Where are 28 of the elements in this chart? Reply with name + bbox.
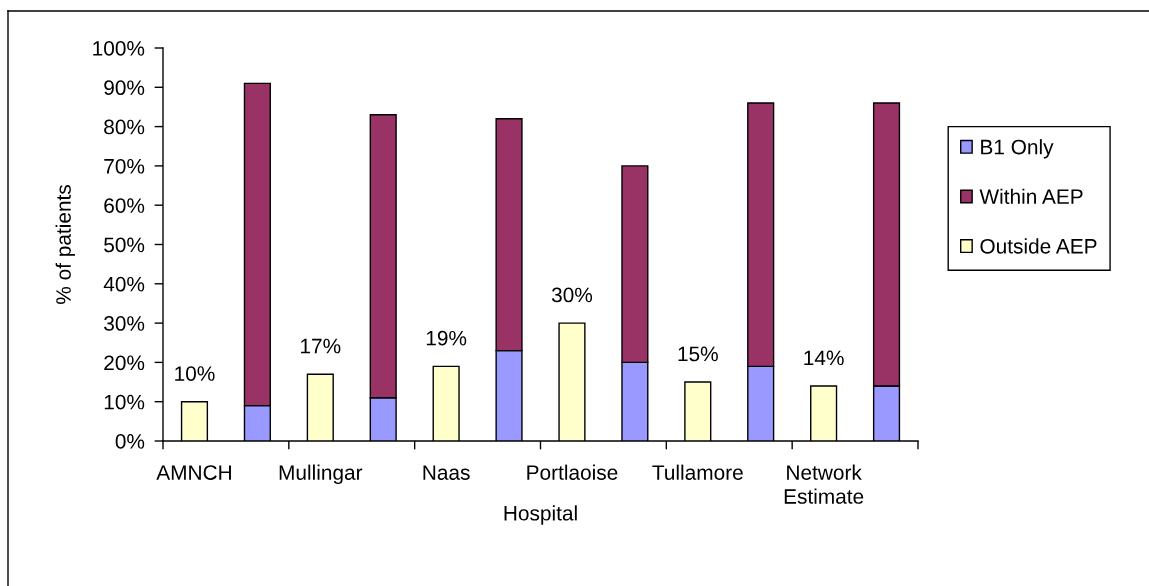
y-tick-label: 10%	[104, 394, 145, 410]
y-tick-label: 0%	[115, 434, 145, 449]
y-tick-label: 80%	[104, 119, 145, 135]
y-tick-label: 70%	[104, 158, 145, 174]
x-tick-label: Tullamore	[652, 464, 743, 480]
data-label: 15%	[678, 346, 718, 362]
data-label: 30%	[551, 287, 593, 303]
y-axis-title: % of patients	[55, 185, 75, 304]
y-tick-label: 50%	[104, 237, 145, 253]
data-label: 17%	[301, 338, 341, 354]
legend-label: Within AEP	[979, 188, 1083, 204]
y-tick-label: 90%	[104, 80, 145, 96]
data-label: 14%	[804, 350, 844, 366]
legend-label: Outside AEP	[980, 238, 1097, 254]
data-label: 10%	[175, 366, 215, 381]
x-tick-label: Mullingar	[279, 464, 363, 485]
x-tick-label: Naas	[423, 465, 470, 480]
x-axis-title: Hospital	[504, 505, 577, 525]
y-tick-label: 40%	[103, 276, 145, 292]
y-tick-label: 30%	[104, 316, 145, 331]
legend-label: B1 Only	[981, 139, 1054, 159]
y-tick-label: 20%	[104, 355, 145, 371]
x-tick-label: AMNCH	[156, 465, 231, 480]
x-tick-label: Portlaoise	[527, 464, 618, 480]
y-tick-label: 100%	[93, 41, 145, 56]
data-label: 19%	[426, 330, 467, 346]
x-tick-label: Network Estimate	[784, 464, 864, 504]
y-tick-label: 60%	[104, 198, 145, 213]
